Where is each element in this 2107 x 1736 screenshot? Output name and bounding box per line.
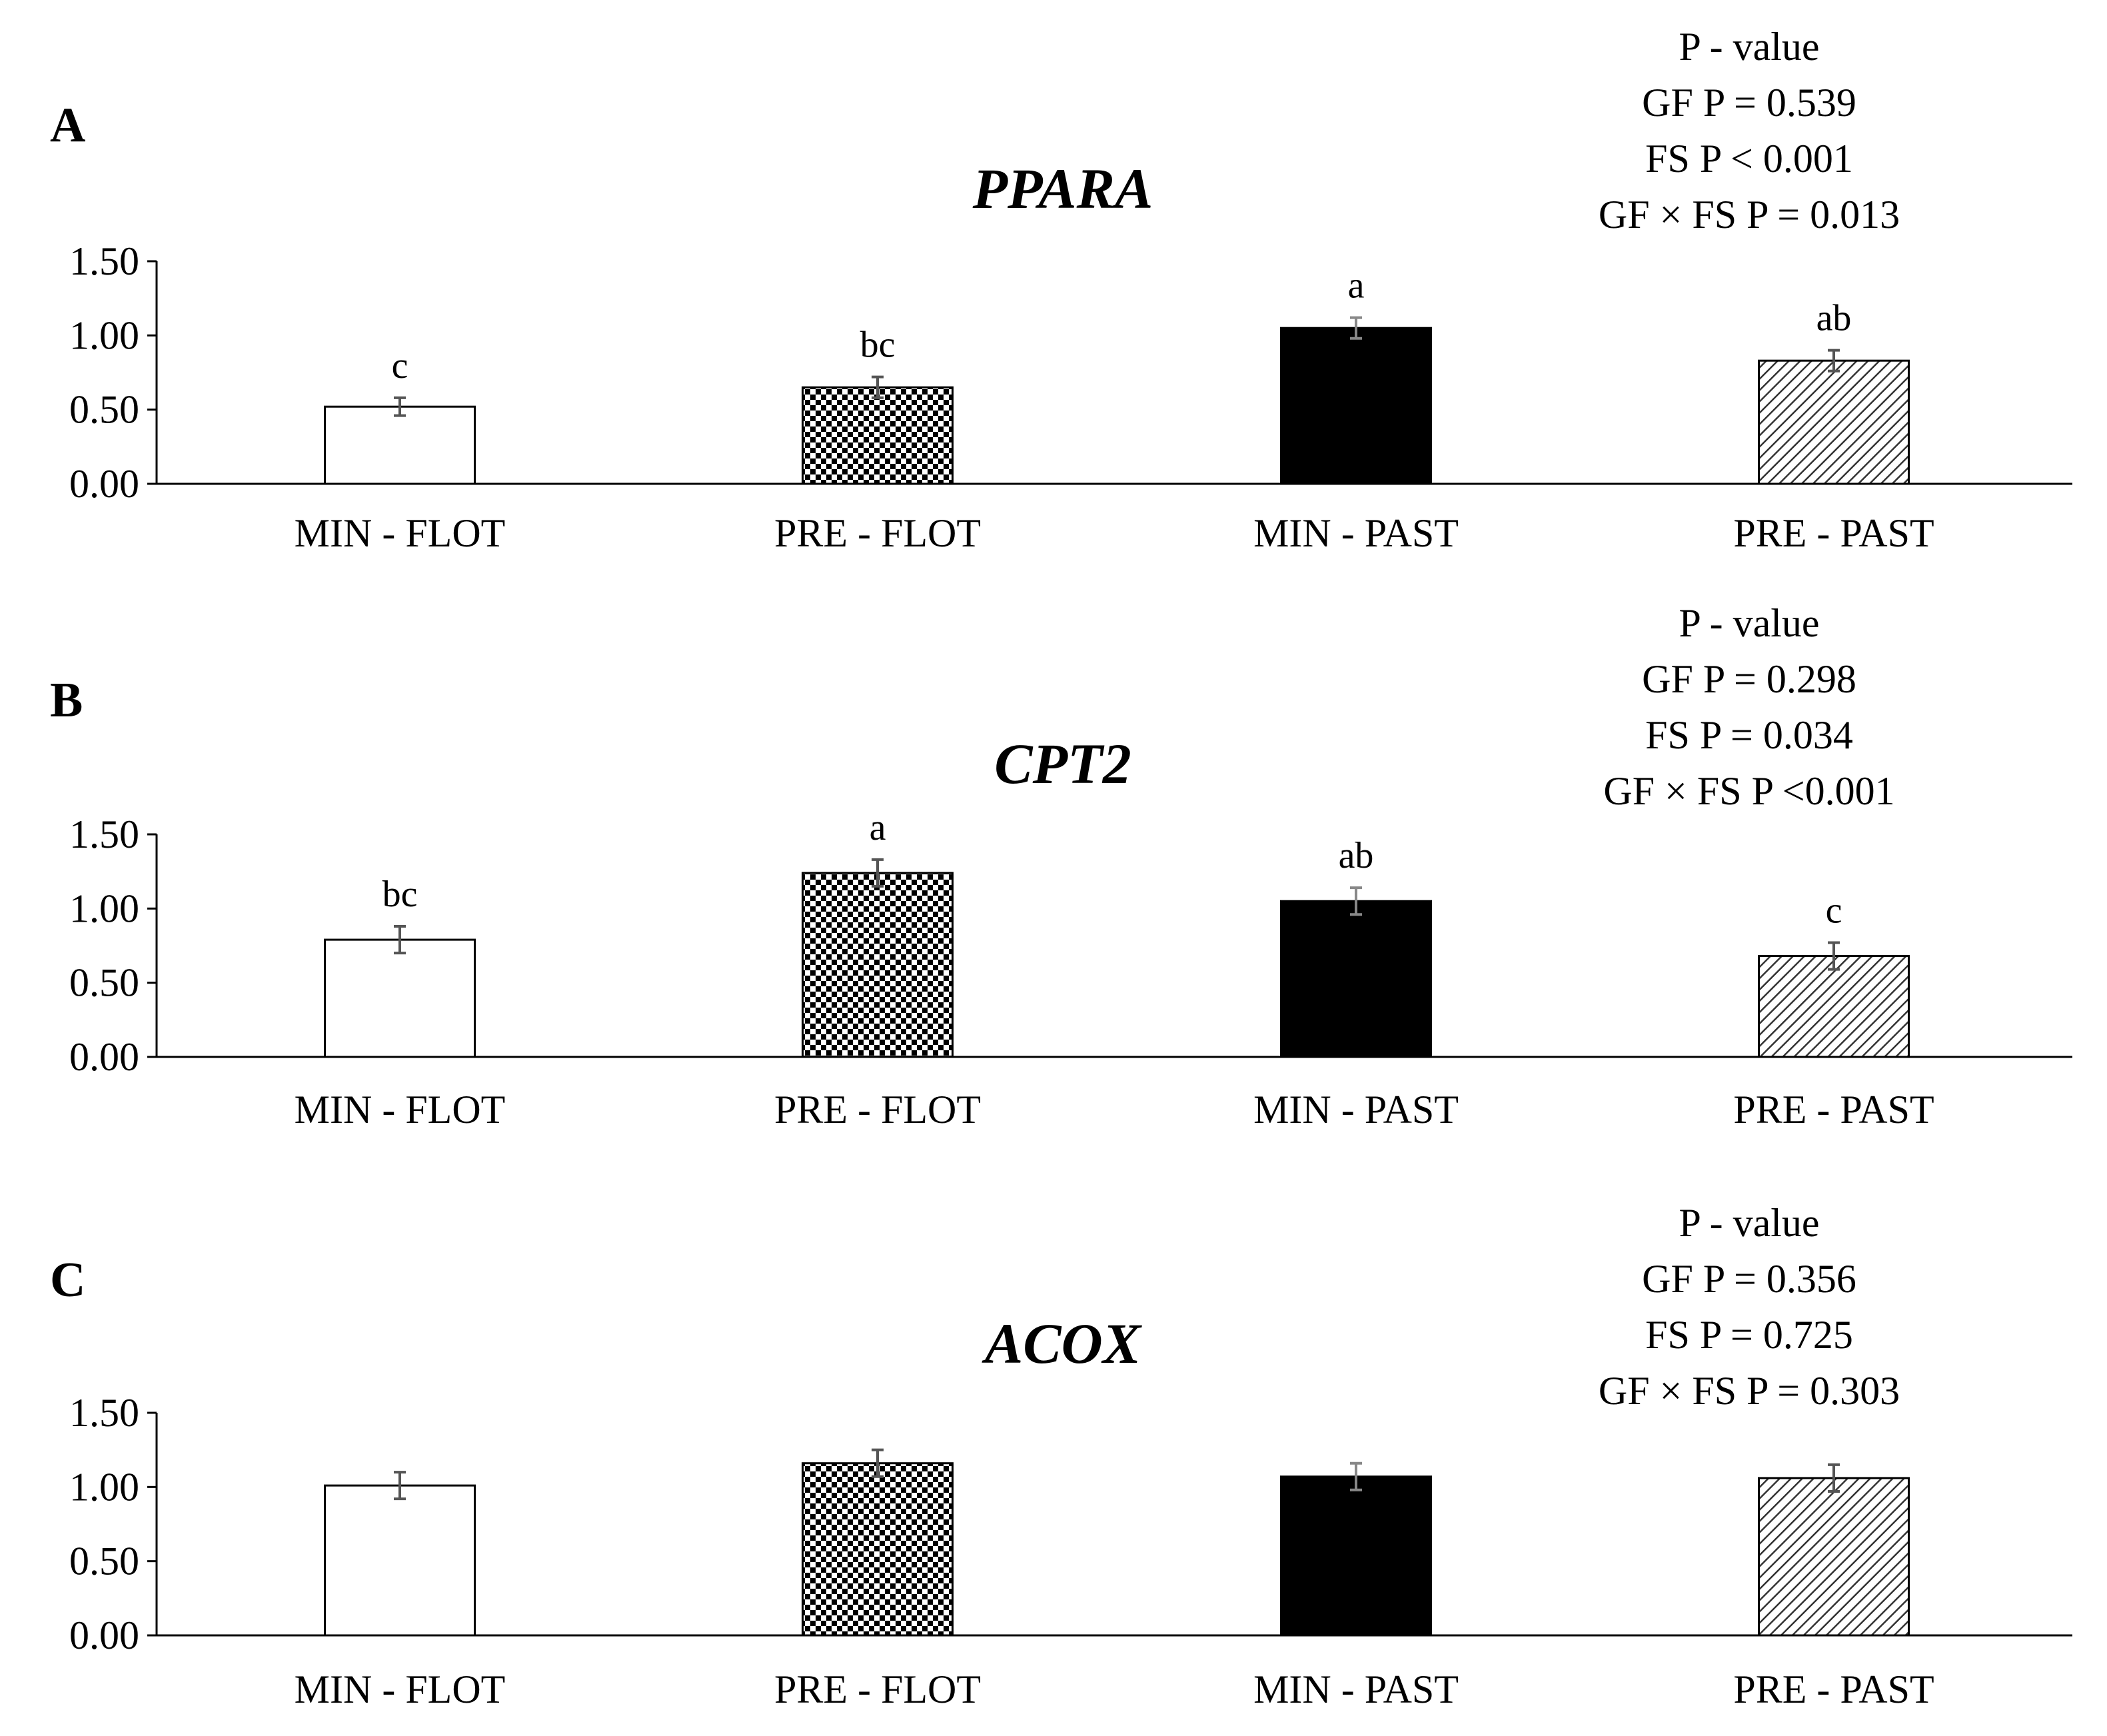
bar	[324, 1484, 476, 1637]
y-tick-label: 0.50	[69, 388, 139, 432]
category-label: MIN - FLOT	[295, 1667, 506, 1711]
bar	[802, 1462, 954, 1637]
category-label: PRE - PAST	[1733, 511, 1934, 555]
y-tick-label: 1.00	[69, 313, 139, 357]
p-value-line: P - value	[1679, 25, 1819, 69]
p-value-line: GF × FS P <0.001	[1603, 769, 1894, 813]
category-label: MIN - PAST	[1253, 1088, 1459, 1132]
category-label: MIN - FLOT	[295, 511, 506, 555]
bar	[1758, 359, 1910, 485]
chart-title: CPT2	[994, 732, 1131, 796]
bar	[802, 872, 954, 1058]
y-tick-label: 1.00	[69, 886, 139, 930]
p-value-line: GF P = 0.356	[1642, 1257, 1856, 1301]
panel-letter: B	[50, 673, 83, 728]
p-value-line: FS P = 0.725	[1645, 1313, 1853, 1357]
bar	[1280, 327, 1432, 485]
bar	[1280, 1475, 1432, 1637]
p-value-line: GF × FS P = 0.303	[1599, 1369, 1900, 1413]
y-tick-label: 1.00	[69, 1465, 139, 1509]
bar	[1280, 900, 1432, 1058]
significance-letter: ab	[1339, 835, 1374, 876]
significance-letter: a	[870, 807, 886, 848]
y-tick-label: 1.50	[69, 812, 139, 856]
p-value-line: P - value	[1679, 1201, 1819, 1245]
panel-letter: C	[50, 1253, 85, 1307]
category-label: PRE - FLOT	[774, 1088, 981, 1132]
y-tick-label: 0.50	[69, 1539, 139, 1583]
category-label: MIN - PAST	[1253, 1667, 1459, 1711]
chart-title: PPARA	[972, 157, 1153, 221]
p-value-line: FS P < 0.001	[1645, 137, 1853, 181]
category-label: MIN - PAST	[1253, 511, 1459, 555]
p-value-line: GF P = 0.539	[1642, 81, 1856, 125]
significance-letter: a	[1348, 265, 1365, 307]
p-value-line: FS P = 0.034	[1645, 713, 1853, 757]
y-tick-label: 1.50	[69, 239, 139, 283]
significance-letter: bc	[860, 325, 896, 366]
category-label: MIN - FLOT	[295, 1088, 506, 1132]
significance-letter: c	[392, 345, 408, 387]
category-label: PRE - FLOT	[774, 511, 981, 555]
p-value-line: GF × FS P = 0.013	[1599, 193, 1900, 237]
bar	[1758, 955, 1910, 1058]
category-label: PRE - PAST	[1733, 1667, 1934, 1711]
panel-letter: A	[50, 98, 85, 153]
bar	[802, 386, 954, 485]
y-tick-label: 0.50	[69, 961, 139, 1005]
category-label: PRE - FLOT	[774, 1667, 981, 1711]
significance-letter: bc	[382, 874, 418, 915]
chart-title: ACOX	[982, 1311, 1143, 1375]
y-tick-label: 0.00	[69, 1613, 139, 1657]
significance-letter: c	[1826, 890, 1842, 932]
category-label: PRE - PAST	[1733, 1088, 1934, 1132]
y-tick-label: 0.00	[69, 462, 139, 506]
significance-letter: ab	[1816, 298, 1852, 339]
p-value-line: P - value	[1679, 601, 1819, 645]
y-tick-label: 0.00	[69, 1035, 139, 1079]
bar	[324, 405, 476, 485]
bar	[324, 938, 476, 1058]
bar	[1758, 1477, 1910, 1637]
y-tick-label: 1.50	[69, 1391, 139, 1435]
p-value-line: GF P = 0.298	[1642, 657, 1856, 701]
